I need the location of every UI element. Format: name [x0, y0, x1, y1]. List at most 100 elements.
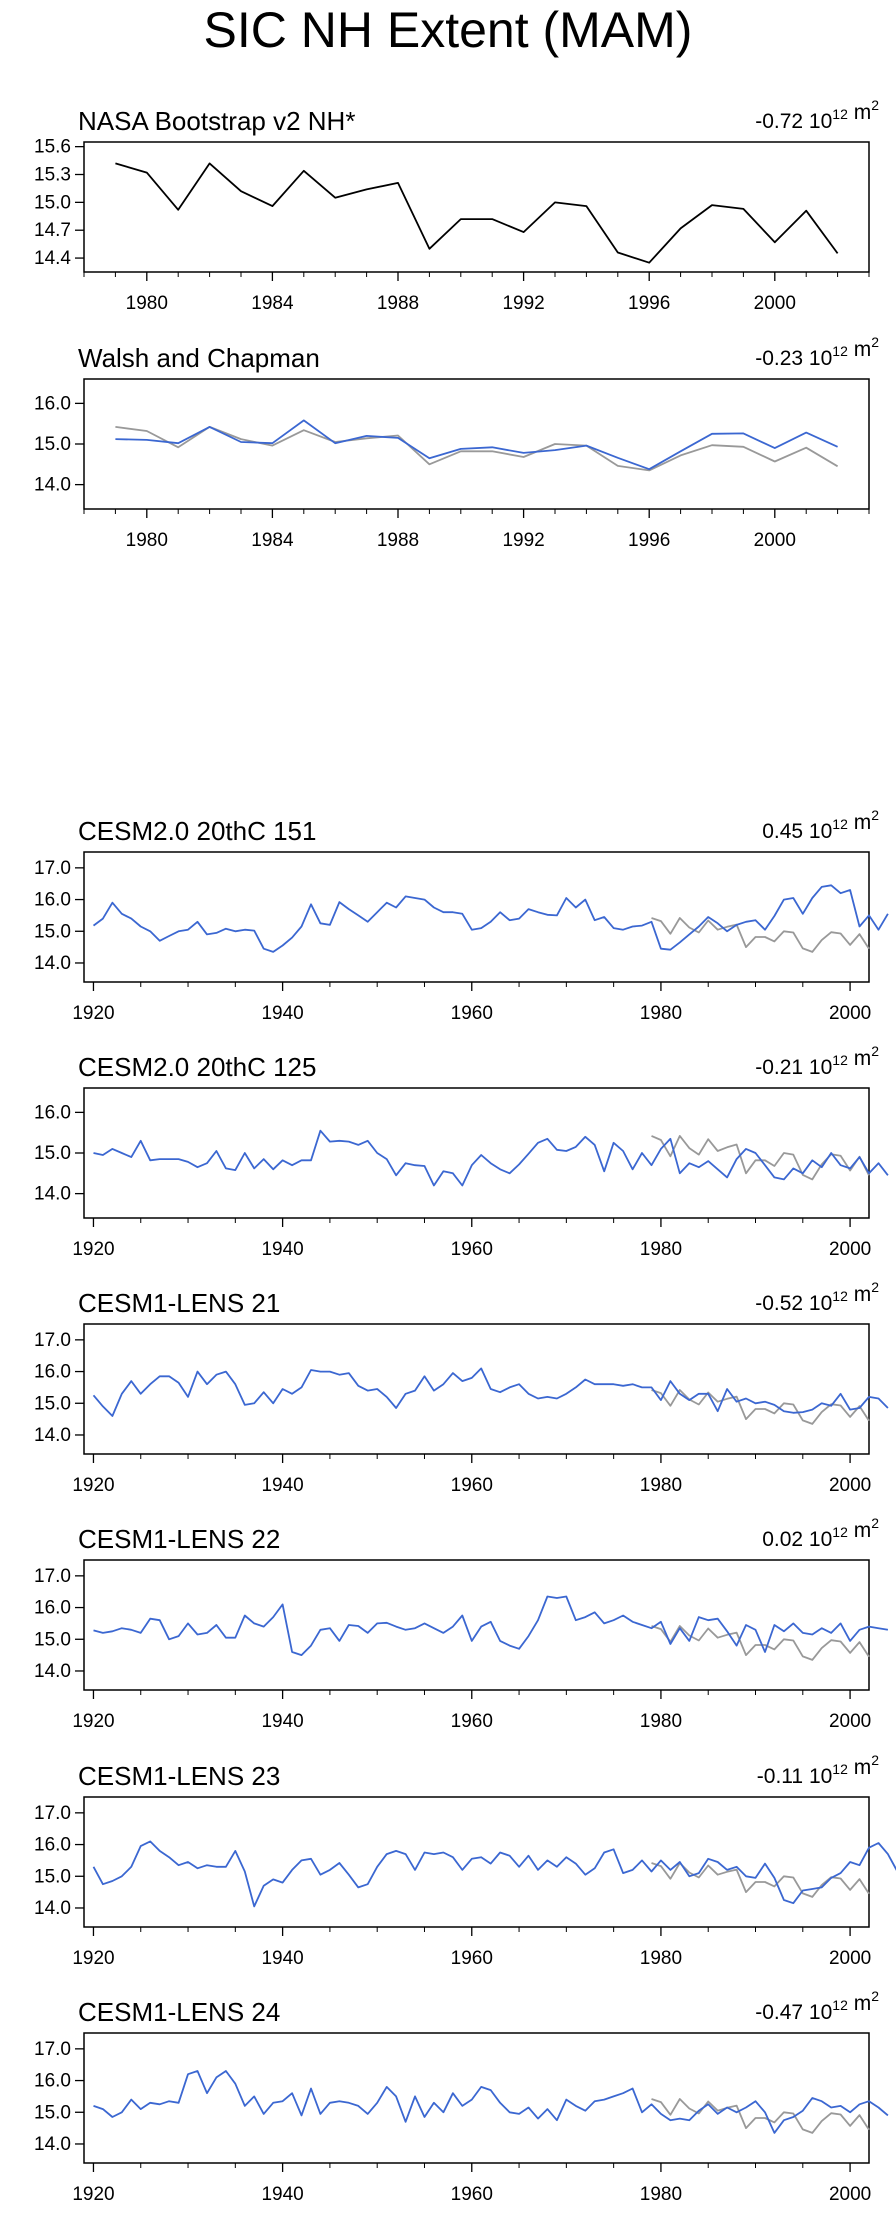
x-tick-label: 1940 — [261, 1003, 303, 1024]
x-tick-label: 1960 — [451, 1239, 493, 1260]
x-tick-label: 1920 — [72, 1948, 114, 1969]
x-tick-label: 1940 — [261, 1711, 303, 1732]
chart-panel-2: 14.0 15.0 16.0 1980 1984 1988 1992 1996 2000 Wals… — [34, 334, 879, 551]
plot-frame — [83, 141, 870, 273]
series-line-1 — [115, 425, 839, 472]
x-tick-label: 1960 — [451, 1711, 493, 1732]
trend-label: -0.47 1012 m2 — [755, 1988, 879, 2024]
panel-title: CESM2.0 20thC 125 — [78, 1052, 316, 1082]
plot-frame — [83, 378, 870, 510]
series-line-1 — [651, 1389, 870, 1425]
chart-panel-1: 14.4 14.7 15.0 15.3 15.6 1980 1984 1988 1992 1996… — [34, 97, 879, 314]
trend-label: -0.23 1012 m2 — [755, 334, 879, 370]
y-tick-label: 16.0 — [34, 1598, 71, 1619]
y-tick-label: 14.0 — [34, 1898, 71, 1919]
x-tick-label: 1960 — [451, 1948, 493, 1969]
y-tick-label: 14.7 — [34, 220, 71, 241]
y-tick-label: 17.0 — [34, 858, 71, 879]
x-tick-label: 2000 — [829, 1711, 871, 1732]
plot-frame — [83, 2032, 870, 2164]
series-line-2 — [92, 884, 889, 953]
trend-label: -0.52 1012 m2 — [755, 1279, 879, 1315]
y-tick-label: 15.3 — [34, 165, 71, 186]
chart-panel-3: 14.0 15.0 16.0 17.0 1920 1940 1960 1980 2000 CESM… — [34, 807, 889, 1024]
x-tick-label: 1960 — [451, 1003, 493, 1024]
series-line-1 — [651, 917, 870, 953]
x-tick-label: 1980 — [640, 1003, 682, 1024]
y-tick-label: 15.0 — [34, 2102, 71, 2123]
x-tick-label: 2000 — [754, 530, 796, 551]
y-tick-label: 17.0 — [34, 2039, 71, 2060]
x-tick-label: 1980 — [640, 1475, 682, 1496]
x-tick-label: 2000 — [829, 1239, 871, 1260]
y-tick-label: 15.0 — [34, 1866, 71, 1887]
chart-panel-7: 14.0 15.0 16.0 17.0 1920 1940 1960 1980 2000 CESM… — [34, 1752, 896, 1969]
trend-label: 0.02 1012 m2 — [762, 1515, 879, 1551]
x-tick-label: 1980 — [640, 2184, 682, 2205]
y-tick-label: 14.0 — [34, 1661, 71, 1682]
series-line-2 — [92, 1367, 889, 1417]
series-line-2 — [115, 419, 838, 471]
plot-frame — [83, 1796, 870, 1928]
figure-title: SIC NH Extent (MAM) — [203, 2, 693, 58]
y-tick-label: 16.0 — [34, 2071, 71, 2092]
x-tick-label: 1940 — [261, 1475, 303, 1496]
panel-title: CESM1-LENS 23 — [78, 1761, 280, 1791]
x-tick-label: 2000 — [829, 2184, 871, 2205]
series-line-2 — [92, 1840, 896, 1908]
x-tick-label: 1984 — [251, 530, 294, 551]
panel-title: CESM1-LENS 24 — [78, 1997, 280, 2027]
trend-label: -0.72 1012 m2 — [755, 97, 879, 133]
y-tick-label: 14.0 — [34, 953, 71, 974]
x-tick-label: 1940 — [261, 2184, 303, 2205]
chart-panel-4: 14.0 15.0 16.0 1920 1940 1960 1980 2000 CESM2.0 … — [34, 1043, 889, 1260]
plot-frame — [83, 1559, 870, 1691]
x-tick-label: 1992 — [502, 293, 544, 314]
y-tick-label: 16.0 — [34, 393, 71, 414]
y-tick-label: 16.0 — [34, 890, 71, 911]
y-tick-label: 15.0 — [34, 1393, 71, 1414]
y-tick-label: 16.0 — [34, 1835, 71, 1856]
x-tick-label: 1960 — [451, 2184, 493, 2205]
x-tick-label: 2000 — [829, 1948, 871, 1969]
x-tick-label: 1980 — [640, 1239, 682, 1260]
x-tick-label: 1980 — [640, 1948, 682, 1969]
x-tick-label: 2000 — [829, 1003, 871, 1024]
x-tick-label: 1980 — [640, 1711, 682, 1732]
y-tick-label: 14.4 — [34, 248, 71, 269]
x-tick-label: 2000 — [754, 293, 796, 314]
trend-label: -0.21 1012 m2 — [755, 1043, 879, 1079]
y-tick-label: 15.0 — [34, 1143, 71, 1164]
x-tick-label: 1940 — [261, 1948, 303, 1969]
trend-label: 0.45 1012 m2 — [762, 807, 879, 843]
panel-title: Walsh and Chapman — [78, 343, 320, 373]
y-tick-label: 17.0 — [34, 1330, 71, 1351]
series-line-2 — [93, 1129, 889, 1187]
x-tick-label: 1940 — [261, 1239, 303, 1260]
y-tick-label: 14.0 — [34, 2134, 71, 2155]
y-tick-label: 17.0 — [34, 1803, 71, 1824]
series-line-2 — [93, 2070, 889, 2134]
y-tick-label: 16.0 — [34, 1362, 71, 1383]
x-tick-label: 1988 — [377, 293, 419, 314]
x-tick-label: 1984 — [251, 293, 294, 314]
y-tick-label: 14.0 — [34, 475, 71, 496]
panel-title: CESM2.0 20thC 151 — [78, 816, 316, 846]
plot-frame — [83, 1087, 870, 1219]
y-tick-label: 15.0 — [34, 921, 71, 942]
x-tick-label: 1996 — [628, 530, 670, 551]
y-tick-label: 15.0 — [34, 1629, 71, 1650]
series-line-1 — [115, 162, 839, 264]
panel-title: NASA Bootstrap v2 NH* — [78, 106, 355, 136]
y-tick-label: 14.0 — [34, 1425, 71, 1446]
chart-panel-5: 14.0 15.0 16.0 17.0 1920 1940 1960 1980 2000 CESM… — [34, 1279, 889, 1496]
y-tick-label: 16.0 — [34, 1102, 71, 1123]
x-tick-label: 1920 — [72, 1475, 114, 1496]
y-tick-label: 17.0 — [34, 1566, 71, 1587]
series-line-1 — [651, 2098, 870, 2134]
x-tick-label: 1920 — [72, 1711, 114, 1732]
x-tick-label: 1980 — [126, 293, 168, 314]
plot-frame — [83, 851, 870, 983]
x-tick-label: 1920 — [72, 1003, 114, 1024]
